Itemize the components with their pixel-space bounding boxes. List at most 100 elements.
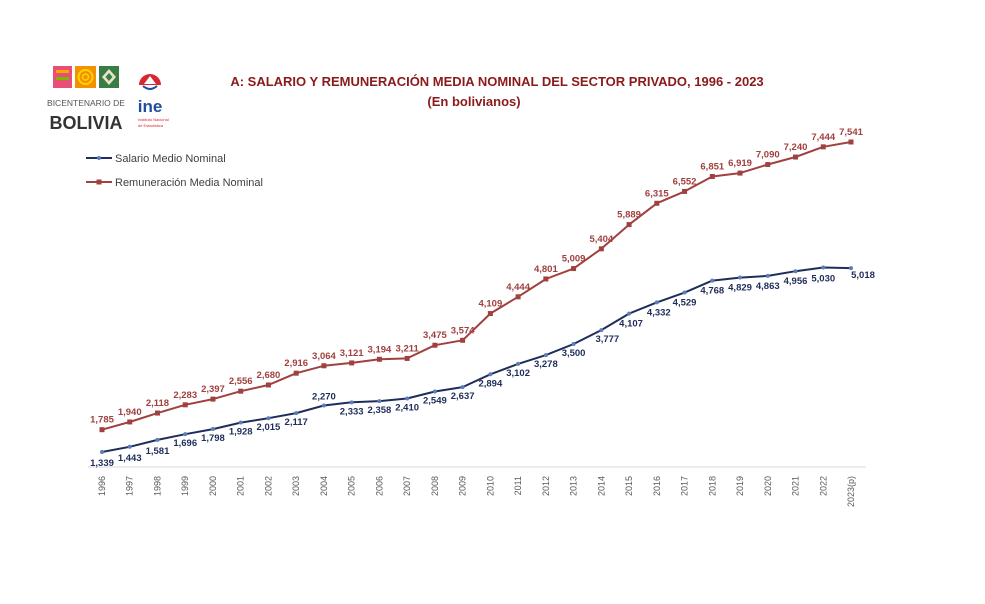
- x-tick-label: 2003: [291, 476, 301, 496]
- logo-diamond-inner: [105, 73, 113, 81]
- point-remuneracion: [432, 342, 438, 348]
- data-label-remuneracion: 3,475: [423, 330, 447, 341]
- data-label-remuneracion: 3,211: [396, 343, 420, 354]
- chart-subtitle: (En bolivianos): [427, 94, 520, 109]
- point-remuneracion: [820, 144, 826, 150]
- point-salario: [849, 266, 853, 271]
- data-label-salario: 1,696: [173, 438, 197, 449]
- data-label-remuneracion: 3,574: [451, 325, 475, 336]
- x-tick-label: 2023(p): [846, 476, 856, 507]
- point-salario: [488, 372, 493, 377]
- logo-stripe: [56, 77, 69, 80]
- ine-sub2: de Estadística: [138, 123, 164, 128]
- data-label-salario: 3,500: [562, 348, 586, 359]
- data-label-remuneracion: 2,283: [173, 390, 197, 401]
- point-salario: [710, 278, 715, 283]
- legend-marker-remuneracion: [96, 179, 102, 185]
- data-label-salario: 3,278: [534, 359, 558, 370]
- point-salario: [210, 427, 215, 432]
- point-remuneracion: [321, 363, 327, 369]
- point-salario: [294, 411, 299, 416]
- data-label-salario: 4,956: [784, 276, 808, 287]
- data-label-remuneracion: 7,240: [784, 142, 808, 153]
- legend: Salario Medio Nominal Remuneración Media…: [86, 153, 263, 189]
- data-label-remuneracion: 1,785: [90, 415, 114, 426]
- x-tick-label: 2014: [596, 476, 606, 496]
- point-remuneracion: [127, 419, 133, 425]
- point-salario: [571, 341, 576, 346]
- data-label-salario: 2,270: [312, 391, 336, 402]
- data-label-remuneracion: 2,397: [201, 384, 225, 395]
- data-label-salario: 4,332: [647, 307, 671, 318]
- data-label-remuneracion: 7,444: [811, 132, 835, 143]
- data-label-remuneracion: 2,118: [146, 398, 169, 409]
- x-tick-label: 2005: [347, 476, 357, 496]
- data-label-remuneracion: 1,940: [118, 407, 142, 418]
- legend-marker-salario: [97, 156, 101, 160]
- x-tick-label: 2021: [791, 476, 801, 496]
- x-tick-label: 2002: [263, 476, 273, 496]
- point-salario: [183, 432, 188, 437]
- data-label-salario: 2,333: [340, 406, 364, 417]
- data-label-salario: 2,117: [285, 417, 308, 428]
- point-remuneracion: [154, 410, 160, 416]
- ine-logo: ine Instituto Nacional de Estadística: [138, 74, 169, 128]
- data-label-salario: 1,443: [118, 453, 142, 464]
- data-label-salario: 5,030: [811, 274, 835, 285]
- point-remuneracion: [515, 294, 521, 300]
- point-remuneracion: [349, 360, 355, 366]
- series-line-remuneracion: [101, 141, 852, 431]
- data-label-salario: 2,358: [368, 405, 392, 416]
- legend-label-salario: Salario Medio Nominal: [115, 153, 226, 165]
- ine-name: ine: [138, 97, 163, 116]
- point-remuneracion: [737, 170, 743, 176]
- x-tick-label: 2020: [763, 476, 773, 496]
- point-remuneracion: [460, 337, 466, 343]
- point-salario: [599, 328, 604, 333]
- point-salario: [349, 400, 354, 405]
- logo-stripe: [56, 70, 69, 73]
- data-label-salario: 1,798: [201, 433, 225, 444]
- point-remuneracion: [793, 154, 799, 160]
- data-label-salario: 1,928: [229, 427, 253, 438]
- x-tick-label: 2009: [458, 476, 468, 496]
- point-remuneracion: [709, 173, 715, 179]
- ine-peak-icon: [144, 76, 156, 84]
- point-salario: [682, 290, 687, 295]
- point-salario: [738, 275, 743, 280]
- point-remuneracion: [404, 355, 410, 361]
- x-tick-label: 2022: [818, 476, 828, 496]
- x-tick-label: 2004: [319, 476, 329, 496]
- point-remuneracion: [238, 388, 244, 394]
- data-label-remuneracion: 3,194: [368, 344, 392, 355]
- point-salario: [627, 311, 632, 316]
- ine-sub1: Instituto Nacional: [138, 117, 169, 122]
- data-label-remuneracion: 5,404: [589, 234, 613, 245]
- point-remuneracion: [182, 402, 188, 408]
- data-label-remuneracion: 2,556: [229, 376, 253, 387]
- data-label-remuneracion: 3,064: [312, 351, 336, 362]
- data-label-salario: 4,863: [756, 281, 780, 292]
- data-label-salario: 1,581: [146, 446, 170, 457]
- data-label-remuneracion: 5,889: [617, 210, 641, 221]
- point-salario: [127, 444, 132, 449]
- data-label-remuneracion: 2,680: [257, 370, 281, 381]
- bicentenario-line1: BICENTENARIO DE: [47, 98, 125, 108]
- data-label-remuneracion: 4,109: [478, 299, 502, 310]
- point-salario: [654, 300, 659, 305]
- data-label-remuneracion: 7,541: [839, 127, 863, 138]
- point-salario: [155, 437, 160, 442]
- point-remuneracion: [487, 311, 493, 317]
- point-salario: [543, 353, 548, 358]
- series-line-salario: [101, 266, 852, 453]
- point-salario: [432, 389, 437, 394]
- point-remuneracion: [765, 162, 771, 168]
- logo-spiral-icon: [77, 69, 94, 85]
- point-remuneracion: [571, 266, 577, 272]
- x-tick-label: 2016: [652, 476, 662, 496]
- x-tick-label: 2008: [430, 476, 440, 496]
- point-remuneracion: [682, 188, 688, 194]
- x-tick-label: 2007: [402, 476, 412, 496]
- data-label-salario: 3,102: [506, 368, 530, 379]
